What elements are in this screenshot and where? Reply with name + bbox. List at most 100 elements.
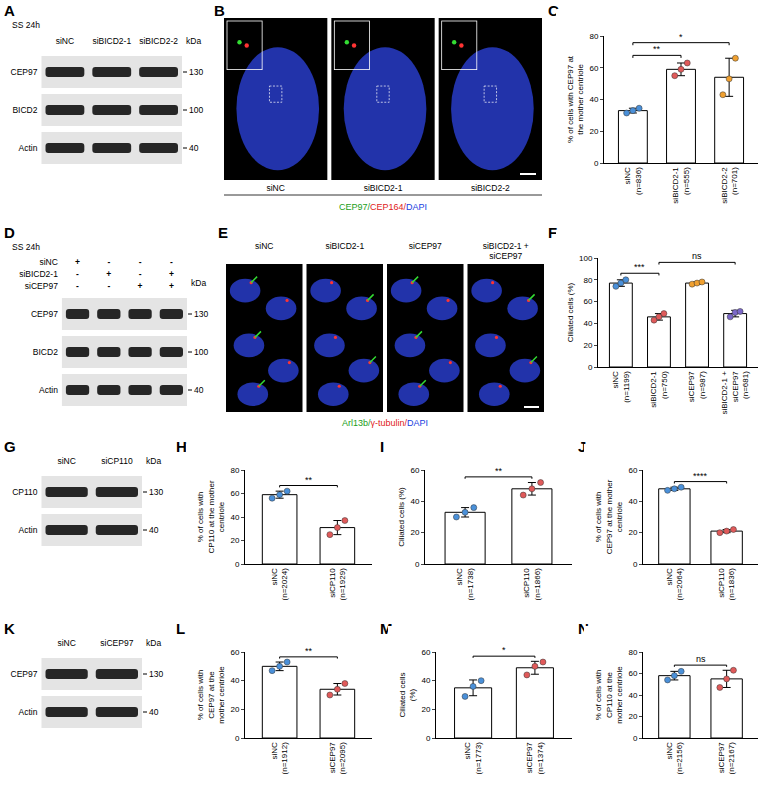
svg-text:Arl13b/γ-tubulin/DAPI: Arl13b/γ-tubulin/DAPI: [342, 418, 428, 428]
svg-text:100: 100: [579, 254, 593, 263]
svg-text:40: 40: [589, 95, 598, 104]
svg-text:0: 0: [588, 363, 593, 372]
svg-text:CP110: CP110: [12, 487, 38, 497]
svg-text:siNC: siNC: [266, 183, 284, 193]
svg-text:60: 60: [589, 64, 598, 73]
svg-text:siBICD2-1 +siCEP97(n=681): siBICD2-1 +siCEP97(n=681): [720, 371, 750, 415]
svg-text:siCEP97(n=2095): siCEP97(n=2095): [328, 742, 347, 775]
svg-text:siBICD2-2: siBICD2-2: [139, 36, 178, 46]
svg-text:0: 0: [426, 734, 431, 743]
svg-text:% of cells withCEP97 at themot: % of cells withCEP97 at themother centri…: [196, 666, 226, 724]
svg-text:60: 60: [628, 669, 637, 678]
svg-text:kDa: kDa: [146, 638, 161, 648]
svg-text:siNC(n=1912): siNC(n=1912): [270, 742, 289, 775]
svg-text:80: 80: [589, 32, 598, 41]
svg-text:40: 40: [189, 143, 199, 153]
svg-text:*: *: [502, 645, 506, 655]
svg-text:siNC: siNC: [57, 456, 75, 466]
svg-text:siCEP97: siCEP97: [409, 241, 442, 251]
svg-text:siNC(n=836): siNC(n=836): [623, 167, 642, 195]
svg-text:ns: ns: [692, 251, 702, 261]
svg-text:-: -: [107, 257, 110, 267]
svg-text:0: 0: [235, 560, 240, 569]
svg-text:siCEP97: siCEP97: [100, 638, 133, 648]
svg-text:siNC(n=1773): siNC(n=1773): [463, 742, 482, 775]
svg-text:****: ****: [693, 471, 708, 481]
svg-text:siCP110(n=1866): siCP110(n=1866): [522, 568, 541, 601]
svg-text:20: 20: [421, 705, 430, 714]
svg-text:-: -: [139, 269, 142, 279]
svg-text:siBICD2-1: siBICD2-1: [325, 241, 364, 251]
svg-text:Ciliated cells (%): Ciliated cells (%): [397, 487, 406, 547]
svg-text:siNC: siNC: [57, 638, 75, 648]
svg-text:40: 40: [230, 513, 239, 522]
svg-text:20: 20: [583, 341, 592, 350]
svg-text:% of cells withCP110 at themot: % of cells withCP110 at themother centri…: [594, 666, 624, 724]
svg-text:***: ***: [634, 262, 645, 272]
svg-text:+: +: [75, 257, 80, 267]
svg-text:siNC: siNC: [56, 36, 74, 46]
svg-text:siNC: siNC: [255, 241, 273, 251]
svg-text:siBICD2-1(n=555): siBICD2-1(n=555): [671, 167, 690, 204]
svg-text:siCEP97(n=987): siCEP97(n=987): [687, 371, 706, 403]
svg-text:% of cells with CEP97 atthe mo: % of cells with CEP97 atthe mother centr…: [566, 55, 585, 143]
svg-text:siBICD2-1 +siCEP97: siBICD2-1 +siCEP97: [483, 241, 529, 261]
svg-text:BICD2: BICD2: [12, 105, 37, 115]
svg-text:60: 60: [421, 648, 430, 657]
svg-text:kDa: kDa: [186, 36, 201, 46]
svg-text:Actin: Actin: [19, 707, 38, 717]
svg-text:60: 60: [410, 466, 419, 475]
svg-text:20: 20: [589, 127, 598, 136]
svg-text:20: 20: [628, 528, 637, 537]
svg-text:130: 130: [194, 309, 208, 319]
svg-text:siNC(n=2064): siNC(n=2064): [665, 568, 684, 601]
svg-text:-: -: [107, 281, 110, 291]
svg-text:100: 100: [189, 105, 203, 115]
svg-text:130: 130: [189, 67, 203, 77]
svg-text:80: 80: [230, 466, 239, 475]
svg-text:CEP97: CEP97: [31, 309, 58, 319]
svg-text:SS 24h: SS 24h: [12, 242, 40, 252]
svg-text:SS 24h: SS 24h: [12, 20, 40, 30]
svg-text:BICD2: BICD2: [33, 347, 58, 357]
svg-text:siCP110(n=1836): siCP110(n=1836): [717, 568, 736, 601]
svg-text:CEP97: CEP97: [11, 67, 38, 77]
svg-text:40: 40: [628, 497, 637, 506]
svg-text:**: **: [495, 466, 503, 476]
svg-text:Actin: Actin: [19, 525, 38, 535]
svg-text:Ciliated cells(%): Ciliated cells(%): [398, 673, 417, 718]
svg-text:kDa: kDa: [146, 456, 161, 466]
svg-text:60: 60: [230, 489, 239, 498]
svg-text:+: +: [138, 281, 143, 291]
svg-text:40: 40: [230, 676, 239, 685]
svg-text:siBICD2-1: siBICD2-1: [364, 183, 403, 193]
svg-text:siNC(n=2024): siNC(n=2024): [270, 568, 289, 601]
svg-text:60: 60: [628, 466, 637, 475]
svg-text:20: 20: [230, 536, 239, 545]
svg-text:Actin: Actin: [39, 385, 58, 395]
svg-text:20: 20: [628, 712, 637, 721]
svg-text:+: +: [169, 269, 174, 279]
svg-text:**: **: [305, 646, 313, 656]
svg-text:CEP97: CEP97: [11, 669, 38, 679]
svg-text:80: 80: [628, 648, 637, 657]
svg-text:60: 60: [230, 648, 239, 657]
svg-text:100: 100: [194, 347, 208, 357]
svg-text:0: 0: [633, 734, 638, 743]
svg-text:40: 40: [583, 319, 592, 328]
svg-text:siCEP97: siCEP97: [25, 281, 58, 291]
svg-text:*: *: [679, 32, 683, 42]
svg-text:**: **: [305, 475, 313, 485]
svg-text:130: 130: [149, 669, 163, 679]
svg-text:40: 40: [149, 525, 159, 535]
svg-text:siBICD2-1: siBICD2-1: [19, 269, 58, 279]
svg-text:0: 0: [633, 560, 638, 569]
svg-text:130: 130: [149, 487, 163, 497]
svg-text:40: 40: [149, 707, 159, 717]
svg-text:siNC(n=2156): siNC(n=2156): [665, 742, 684, 775]
svg-text:20: 20: [410, 528, 419, 537]
svg-text:Actin: Actin: [19, 143, 38, 153]
svg-text:kDa: kDa: [191, 278, 206, 288]
svg-text:siNC: siNC: [39, 257, 57, 267]
svg-text:ns: ns: [696, 654, 706, 664]
